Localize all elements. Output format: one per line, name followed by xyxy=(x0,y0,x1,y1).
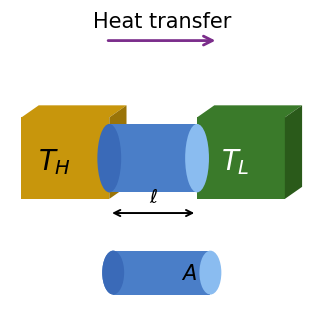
Text: $T_L$: $T_L$ xyxy=(221,147,250,177)
Ellipse shape xyxy=(185,124,209,193)
Text: $A$: $A$ xyxy=(181,264,196,284)
Polygon shape xyxy=(22,105,127,118)
Polygon shape xyxy=(285,105,302,199)
Ellipse shape xyxy=(102,251,124,294)
Text: $\ell$: $\ell$ xyxy=(148,188,158,208)
Ellipse shape xyxy=(199,251,221,294)
Ellipse shape xyxy=(102,251,124,294)
Polygon shape xyxy=(197,118,285,199)
Ellipse shape xyxy=(97,124,121,193)
Polygon shape xyxy=(197,105,302,118)
Polygon shape xyxy=(109,105,127,199)
Ellipse shape xyxy=(97,124,121,193)
Polygon shape xyxy=(113,251,210,294)
Polygon shape xyxy=(109,124,197,193)
Text: Heat transfer: Heat transfer xyxy=(93,12,231,32)
Polygon shape xyxy=(22,118,109,199)
Text: $T_H$: $T_H$ xyxy=(38,147,71,177)
